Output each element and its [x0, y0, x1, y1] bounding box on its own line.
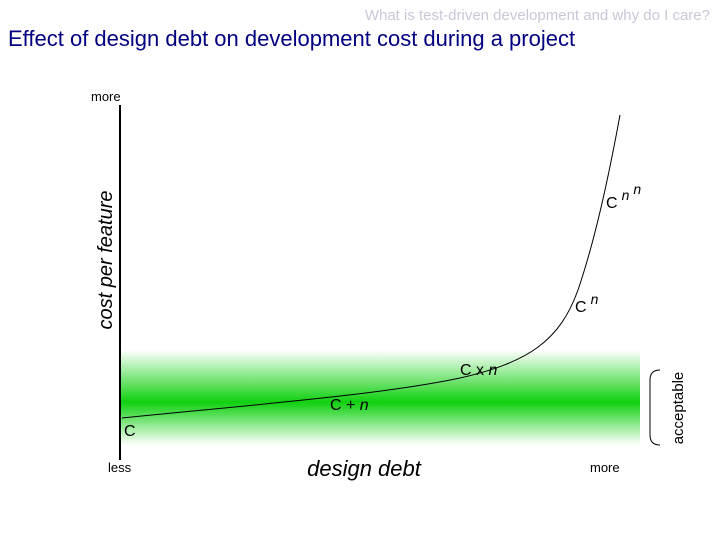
- label-exponent: n: [633, 181, 641, 197]
- label-base: C: [606, 195, 618, 212]
- cost-curve: [121, 114, 621, 419]
- slide-subtitle: What is test-driven development and why …: [365, 7, 710, 24]
- y-top-label: more: [91, 89, 121, 104]
- bracket: [649, 369, 661, 446]
- band-label: acceptable: [670, 372, 687, 445]
- label-exponent: n: [622, 187, 630, 203]
- slide-title: Effect of design debt on development cos…: [8, 26, 575, 51]
- label-var: n: [360, 397, 369, 414]
- acceptable-band: [120, 350, 640, 445]
- label-var: n: [488, 362, 497, 379]
- y-axis-label: cost per feature: [95, 191, 117, 330]
- curve-label: C: [124, 423, 136, 440]
- x-axis-label: design debt: [307, 456, 422, 481]
- curve-label: C + n: [330, 397, 369, 414]
- curve-label: C x n: [460, 362, 497, 379]
- label-base: C: [575, 299, 587, 316]
- label-exponent: n: [591, 291, 599, 307]
- label-text: C +: [330, 397, 355, 414]
- label-text: C x: [460, 362, 484, 379]
- x-left-label: less: [108, 460, 132, 475]
- x-right-label: more: [590, 460, 620, 475]
